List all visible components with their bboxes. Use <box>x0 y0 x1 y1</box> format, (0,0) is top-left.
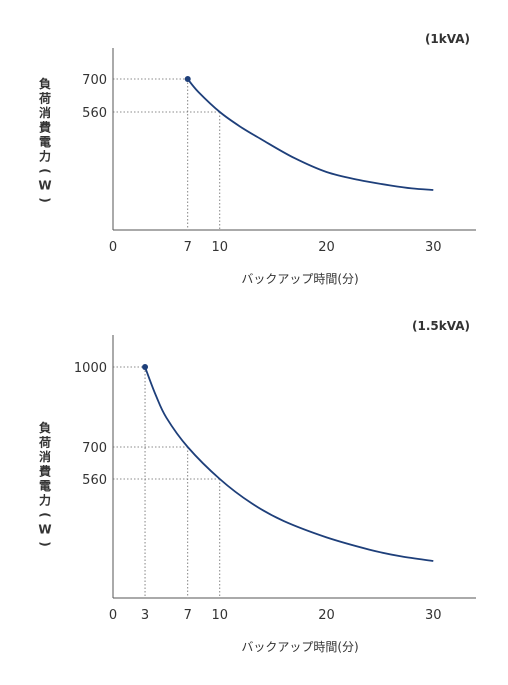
x-axis-label: バックアップ時間(分) <box>241 640 358 654</box>
y-axis-label-char: W <box>38 523 51 537</box>
y-axis-label-char: 負 <box>39 420 51 435</box>
y-axis-label-char: 力 <box>39 149 51 164</box>
y-axis-label-char: 力 <box>39 493 51 508</box>
x-tick-label: 20 <box>318 240 335 255</box>
y-axis-label-char: ) <box>38 541 52 546</box>
x-tick-label: 10 <box>211 608 228 623</box>
x-tick-label: 30 <box>425 240 442 255</box>
y-tick-label: 560 <box>82 106 107 121</box>
y-tick-label: 700 <box>82 73 107 88</box>
y-tick-label: 1000 <box>74 361 107 376</box>
x-tick-label: 0 <box>109 240 117 255</box>
y-axis-label-char: 荷 <box>38 435 51 450</box>
y-axis-label-char: ) <box>38 197 52 202</box>
x-tick-label: 7 <box>184 240 192 255</box>
y-axis-label-char: 荷 <box>38 91 51 106</box>
x-axis-label: バックアップ時間(分) <box>241 272 358 286</box>
x-tick-label: 3 <box>141 608 149 623</box>
y-axis-label-char: ( <box>38 512 52 517</box>
series-start-point <box>142 364 149 370</box>
x-tick-label: 10 <box>211 240 228 255</box>
series-curve <box>186 78 434 191</box>
y-axis-label-char: 費 <box>39 464 51 479</box>
y-axis-label-char: 負 <box>39 76 51 91</box>
chart-title: (1kVA) <box>425 32 470 46</box>
y-axis-label-char: 電 <box>39 135 51 149</box>
series-curve <box>144 366 434 562</box>
y-axis-label-char: ( <box>38 168 52 173</box>
y-axis-label-char: 費 <box>39 120 51 135</box>
x-tick-label: 20 <box>318 608 335 623</box>
y-tick-label: 700 <box>82 441 107 456</box>
series-start-point <box>184 76 191 82</box>
x-tick-label: 0 <box>109 608 117 623</box>
y-axis-label-char: 消 <box>39 105 51 120</box>
chart-title: (1.5kVA) <box>412 319 470 333</box>
x-tick-label: 7 <box>184 608 192 623</box>
y-axis-label-char: W <box>38 179 51 193</box>
x-tick-label: 30 <box>425 608 442 623</box>
y-axis-label-char: 消 <box>39 449 51 464</box>
y-tick-label: 560 <box>82 473 107 488</box>
y-axis-label-char: 電 <box>39 479 51 493</box>
